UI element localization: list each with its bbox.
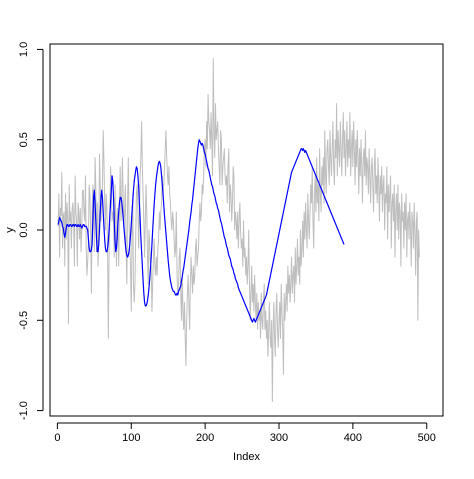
x-axis: 0 100 200 300 400 500 [54, 422, 436, 444]
x-tick-label: 100 [122, 432, 140, 444]
y-tick-label: 0.5 [18, 132, 30, 147]
raw-series-line [57, 57, 420, 403]
x-tick-label: 400 [344, 432, 362, 444]
plot-frame [49, 43, 444, 417]
y-tick-label: -0.5 [18, 311, 30, 330]
x-tick-label: 0 [54, 432, 60, 444]
y-axis-label: y [4, 227, 16, 233]
x-tick-label: 200 [196, 432, 214, 444]
y-tick-label: -1.0 [18, 401, 30, 420]
smoothed-series-line [57, 139, 345, 323]
y-tick-label: 0.0 [18, 222, 30, 237]
y-axis: -1.0 -0.5 0.0 0.5 1.0 [18, 42, 44, 420]
y-tick-label: 1.0 [18, 42, 30, 57]
x-tick-label: 500 [418, 432, 436, 444]
series-layer [57, 57, 420, 403]
x-axis-label: Index [233, 451, 260, 463]
x-tick-label: 300 [270, 432, 288, 444]
